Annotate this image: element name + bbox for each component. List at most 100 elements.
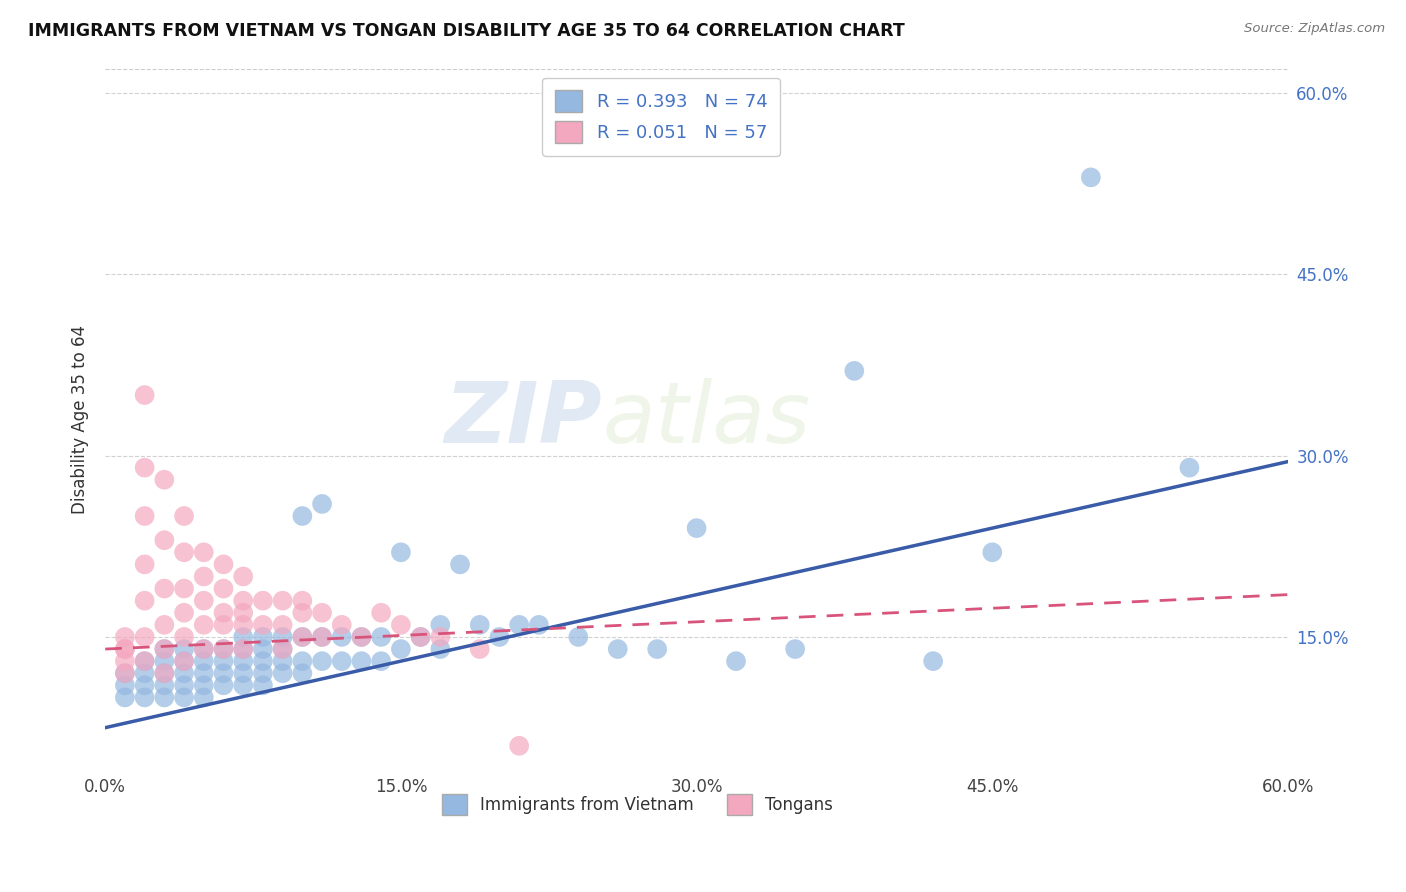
Point: [311, 630, 333, 644]
Point: [389, 618, 412, 632]
Point: [134, 666, 156, 681]
Point: [350, 630, 373, 644]
Point: [134, 630, 156, 644]
Point: [134, 678, 156, 692]
Point: [193, 593, 215, 607]
Point: [291, 654, 314, 668]
Point: [153, 678, 176, 692]
Point: [134, 654, 156, 668]
Point: [153, 533, 176, 548]
Point: [212, 642, 235, 657]
Point: [134, 508, 156, 523]
Point: [212, 558, 235, 572]
Point: [429, 642, 451, 657]
Point: [193, 569, 215, 583]
Point: [1080, 170, 1102, 185]
Point: [252, 618, 274, 632]
Point: [212, 678, 235, 692]
Point: [173, 545, 195, 559]
Point: [173, 508, 195, 523]
Point: [114, 690, 136, 705]
Point: [389, 642, 412, 657]
Point: [330, 630, 353, 644]
Point: [173, 654, 195, 668]
Point: [193, 654, 215, 668]
Point: [606, 642, 628, 657]
Point: [134, 388, 156, 402]
Point: [134, 558, 156, 572]
Point: [429, 630, 451, 644]
Point: [232, 666, 254, 681]
Point: [173, 642, 195, 657]
Point: [330, 654, 353, 668]
Point: [291, 508, 314, 523]
Point: [193, 690, 215, 705]
Point: [271, 642, 294, 657]
Point: [271, 642, 294, 657]
Point: [291, 606, 314, 620]
Legend: Immigrants from Vietnam, Tongans: Immigrants from Vietnam, Tongans: [432, 784, 844, 825]
Point: [153, 642, 176, 657]
Point: [193, 666, 215, 681]
Point: [724, 654, 747, 668]
Point: [409, 630, 432, 644]
Point: [291, 593, 314, 607]
Text: ZIP: ZIP: [444, 377, 602, 461]
Point: [232, 642, 254, 657]
Point: [193, 642, 215, 657]
Point: [173, 630, 195, 644]
Point: [153, 666, 176, 681]
Point: [212, 582, 235, 596]
Point: [232, 654, 254, 668]
Point: [232, 569, 254, 583]
Point: [153, 666, 176, 681]
Point: [567, 630, 589, 644]
Point: [134, 460, 156, 475]
Point: [844, 364, 866, 378]
Point: [468, 618, 491, 632]
Point: [508, 739, 530, 753]
Point: [114, 630, 136, 644]
Point: [330, 618, 353, 632]
Point: [252, 642, 274, 657]
Point: [311, 606, 333, 620]
Point: [173, 678, 195, 692]
Point: [134, 654, 156, 668]
Point: [232, 593, 254, 607]
Point: [153, 473, 176, 487]
Point: [291, 630, 314, 644]
Point: [114, 654, 136, 668]
Point: [153, 654, 176, 668]
Point: [389, 545, 412, 559]
Point: [193, 545, 215, 559]
Point: [114, 678, 136, 692]
Point: [193, 618, 215, 632]
Point: [271, 593, 294, 607]
Point: [212, 654, 235, 668]
Point: [134, 593, 156, 607]
Point: [685, 521, 707, 535]
Point: [173, 582, 195, 596]
Point: [508, 618, 530, 632]
Point: [153, 618, 176, 632]
Point: [153, 690, 176, 705]
Point: [350, 630, 373, 644]
Point: [409, 630, 432, 644]
Point: [449, 558, 471, 572]
Point: [252, 593, 274, 607]
Point: [311, 654, 333, 668]
Point: [291, 666, 314, 681]
Point: [134, 690, 156, 705]
Point: [429, 618, 451, 632]
Point: [232, 678, 254, 692]
Point: [370, 630, 392, 644]
Point: [114, 666, 136, 681]
Point: [232, 606, 254, 620]
Point: [350, 654, 373, 668]
Point: [114, 666, 136, 681]
Point: [311, 630, 333, 644]
Point: [173, 654, 195, 668]
Point: [468, 642, 491, 657]
Point: [785, 642, 807, 657]
Point: [232, 642, 254, 657]
